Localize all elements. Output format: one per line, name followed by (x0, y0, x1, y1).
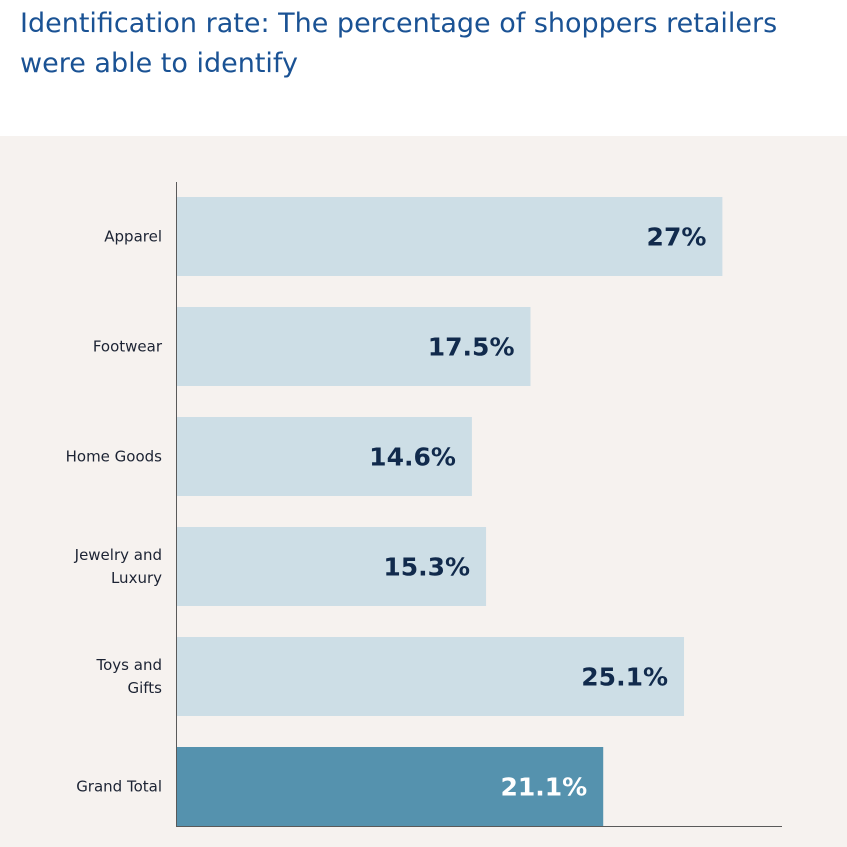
category-label-5: Grand Total (76, 778, 162, 796)
bar-5 (177, 747, 604, 826)
value-label-2: 14.6% (369, 443, 456, 472)
chart-title: Identification rate: The percentage of s… (20, 8, 778, 79)
bar-1 (177, 307, 531, 386)
value-label-1: 17.5% (428, 333, 515, 362)
category-label-3-line-0: Jewelry and (74, 546, 162, 564)
bar-2 (177, 417, 472, 496)
category-label-0: Apparel (104, 228, 162, 246)
category-label-1: Footwear (93, 338, 163, 356)
category-label-4-line-1: Gifts (127, 679, 162, 697)
category-label-4-line-0: Toys and (96, 656, 162, 674)
value-label-0: 27% (647, 223, 707, 252)
category-label-2: Home Goods (66, 448, 163, 466)
bar-4 (177, 637, 685, 716)
bar-3 (177, 527, 487, 606)
value-label-3: 15.3% (383, 553, 470, 582)
bar-0 (177, 197, 723, 276)
value-label-4: 25.1% (581, 663, 668, 692)
value-label-5: 21.1% (500, 773, 587, 802)
category-label-3-line-1: Luxury (111, 569, 162, 587)
